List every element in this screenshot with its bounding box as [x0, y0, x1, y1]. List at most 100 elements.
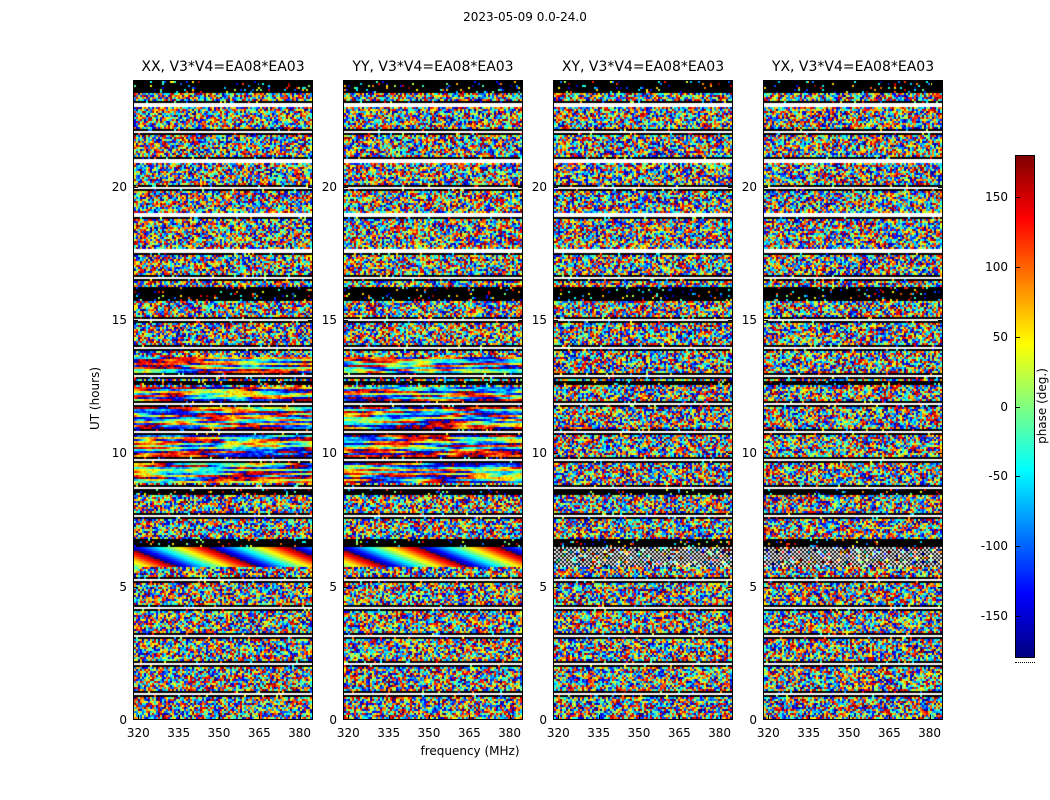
y-tick-label: 20 — [111, 179, 127, 194]
y-tick-label: 0 — [539, 713, 547, 727]
y-tick-label: 15 — [321, 313, 337, 327]
heatmap-canvas-yy — [344, 81, 522, 719]
y-tick-mark — [134, 587, 138, 588]
colorbar-tick-label: -100 — [980, 539, 1008, 554]
y-tick-mark — [518, 320, 522, 321]
x-tick-mark — [429, 81, 430, 85]
y-tick-label: 20 — [531, 179, 547, 194]
x-tick-mark — [720, 81, 721, 85]
y-tick-mark — [344, 320, 348, 321]
x-tick-label: 320 — [336, 726, 360, 740]
x-tick-mark — [930, 715, 931, 719]
y-tick-mark — [554, 453, 558, 454]
colorbar-tick-mark — [1016, 337, 1020, 338]
x-tick-label: 380 — [918, 726, 942, 740]
y-tick-mark — [764, 453, 768, 454]
colorbar-tick-mark — [1016, 407, 1020, 408]
y-tick-mark — [938, 587, 942, 588]
x-tick-mark — [259, 715, 260, 719]
x-tick-mark — [138, 81, 139, 85]
x-tick-mark — [429, 715, 430, 719]
x-tick-label: 380 — [498, 726, 522, 740]
x-tick-mark — [389, 715, 390, 719]
x-tick-mark — [849, 81, 850, 85]
x-tick-label: 365 — [457, 726, 481, 740]
x-tick-label: 350 — [837, 726, 861, 740]
y-tick-mark — [344, 719, 348, 720]
colorbar-tick-label: -150 — [980, 609, 1008, 624]
y-tick-label: 10 — [111, 446, 127, 461]
y-tick-label: 15 — [741, 313, 757, 327]
x-tick-mark — [720, 715, 721, 719]
x-tick-label: 350 — [627, 726, 651, 740]
x-tick-label: 320 — [756, 726, 780, 740]
y-tick-label: 5 — [749, 579, 757, 594]
y-tick-mark — [344, 587, 348, 588]
x-tick-mark — [889, 715, 890, 719]
x-tick-label: 365 — [247, 726, 271, 740]
colorbar-tick-mark — [1016, 616, 1020, 617]
y-tick-mark — [728, 453, 732, 454]
y-tick-label: 20 — [741, 179, 757, 194]
x-tick-label: 335 — [377, 726, 401, 740]
panel-yx: YX, V3*V4=EA08*EA03 — [763, 59, 943, 720]
x-tick-mark — [348, 81, 349, 85]
y-tick-mark — [728, 719, 732, 720]
colorbar — [1015, 155, 1035, 658]
x-tick-mark — [259, 81, 260, 85]
colorbar-tick-label: 150 — [985, 189, 1008, 204]
y-tick-label: 5 — [119, 579, 127, 594]
heatmap-canvas-xx — [134, 81, 312, 719]
x-tick-mark — [599, 715, 600, 719]
panel-title-yx: YX, V3*V4=EA08*EA03 — [771, 59, 935, 75]
y-tick-mark — [938, 320, 942, 321]
x-tick-mark — [679, 715, 680, 719]
panel-title-yy: YY, V3*V4=EA08*EA03 — [352, 59, 514, 75]
figure-title: 2023-05-09 0.0-24.0 — [463, 10, 587, 24]
x-axis-label: frequency (MHz) — [420, 744, 520, 758]
heatmap-canvas-yx — [764, 81, 942, 719]
x-tick-mark — [768, 715, 769, 719]
x-tick-mark — [639, 715, 640, 719]
x-tick-mark — [599, 81, 600, 85]
x-tick-mark — [179, 81, 180, 85]
y-tick-mark — [554, 587, 558, 588]
y-tick-mark — [134, 187, 138, 188]
y-tick-label: 0 — [749, 713, 757, 727]
x-tick-label: 320 — [546, 726, 570, 740]
x-tick-mark — [639, 81, 640, 85]
colorbar-label: phase (deg.) — [1035, 368, 1049, 444]
y-tick-mark — [938, 187, 942, 188]
y-tick-label: 20 — [321, 179, 337, 194]
y-tick-mark — [764, 320, 768, 321]
x-tick-mark — [389, 81, 390, 85]
x-tick-mark — [510, 81, 511, 85]
x-tick-mark — [768, 81, 769, 85]
x-tick-mark — [219, 715, 220, 719]
y-tick-mark — [554, 719, 558, 720]
y-tick-mark — [764, 719, 768, 720]
y-tick-mark — [308, 187, 312, 188]
y-axis-label: UT (hours) — [88, 366, 102, 430]
x-tick-mark — [510, 715, 511, 719]
colorbar-tick-mark — [1016, 197, 1020, 198]
colorbar-tick-label: 50 — [992, 329, 1008, 344]
x-tick-mark — [558, 715, 559, 719]
y-tick-mark — [554, 320, 558, 321]
panel-title-xx: XX, V3*V4=EA08*EA03 — [141, 59, 305, 75]
y-tick-mark — [308, 320, 312, 321]
panel-yy: YY, V3*V4=EA08*EA03 — [343, 59, 523, 720]
y-tick-label: 0 — [119, 713, 127, 727]
x-tick-label: 380 — [288, 726, 312, 740]
y-tick-mark — [134, 320, 138, 321]
colorbar-tick-mark — [1016, 546, 1020, 547]
y-tick-mark — [518, 187, 522, 188]
y-tick-label: 10 — [741, 446, 757, 461]
x-tick-label: 335 — [797, 726, 821, 740]
y-tick-mark — [308, 453, 312, 454]
colorbar-tick-label: -50 — [988, 469, 1008, 484]
x-tick-label: 365 — [667, 726, 691, 740]
x-tick-mark — [348, 715, 349, 719]
colorbar-tick-mark — [1016, 476, 1020, 477]
